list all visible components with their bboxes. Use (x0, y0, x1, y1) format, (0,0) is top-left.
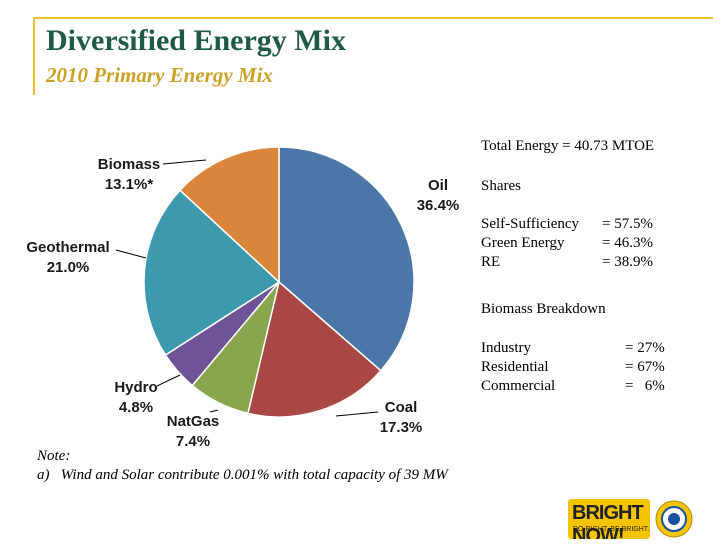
slice-value-geothermal: 21.0% (47, 259, 90, 276)
share-value-self-sufficiency: = 57.5% (602, 216, 653, 232)
slice-label-geothermal: Geothermal (26, 239, 109, 256)
pie-slice-geothermal (143, 189, 281, 357)
leader-line-hydro (156, 374, 181, 387)
bright-now-logo-tagline: DO RIGHT. BE BRIGHT. (573, 526, 650, 533)
leader-line-biomass (162, 159, 207, 165)
slice-value-biomass: 13.1%* (105, 176, 154, 193)
header-frame-top (33, 17, 713, 19)
pie-slice-coal (246, 280, 382, 418)
share-label-green-energy: Green Energy (481, 235, 565, 251)
bright-now-logo-text: BRIGHT NOW! (572, 502, 644, 539)
slice-value-hydro: 4.8% (119, 399, 153, 416)
slice-value-coal: 17.3% (380, 419, 423, 436)
share-label-re: RE (481, 254, 501, 270)
slice-value-oil: 36.4% (417, 197, 460, 214)
bright-now-logo: BRIGHT NOW! DO RIGHT. BE BRIGHT. (568, 499, 650, 539)
page-title: Diversified Energy Mix (46, 24, 346, 57)
share-value-green-energy: = 46.3% (602, 235, 653, 251)
biomass-label-commercial: Commercial (481, 378, 556, 394)
leader-line-geothermal (115, 249, 147, 259)
total-energy-label: Total Energy (481, 138, 559, 154)
biomass-heading: Biomass Breakdown (481, 301, 606, 317)
biomass-value-industry: = 27% (625, 340, 665, 356)
shares-heading: Shares (481, 178, 521, 194)
slice-label-hydro: Hydro (114, 379, 157, 396)
share-label-self-sufficiency: Self-Sufficiency (481, 216, 580, 232)
slice-label-biomass: Biomass (98, 156, 161, 173)
share-value-re: = 38.9% (602, 254, 653, 270)
biomass-label-industry: Industry (481, 340, 531, 356)
pie-slice-biomass (178, 146, 280, 284)
biomass-value-commercial: = 6% (625, 378, 665, 394)
slice-label-natgas: NatGas (167, 413, 220, 430)
total-energy-value: = 40.73 MTOE (562, 138, 655, 154)
total-energy-row: Total Energy = 40.73 MTOE (481, 138, 654, 155)
slice-label-coal: Coal (385, 399, 418, 416)
leader-line-coal (335, 411, 379, 417)
note-heading: Note: (37, 448, 71, 464)
biomass-label-residential: Residential (481, 359, 549, 375)
biomass-value-residential: = 67% (625, 359, 665, 375)
page-subtitle: 2010 Primary Energy Mix (46, 63, 273, 87)
note-text: a) Wind and Solar contribute 0.001% with… (37, 467, 448, 483)
department-seal-icon (654, 499, 694, 539)
pie-slice-oil (278, 146, 415, 372)
slice-label-oil: Oil (428, 177, 448, 194)
leader-line-natgas (209, 409, 219, 413)
slice-value-natgas: 7.4% (176, 433, 210, 450)
header-frame-left (33, 17, 35, 95)
